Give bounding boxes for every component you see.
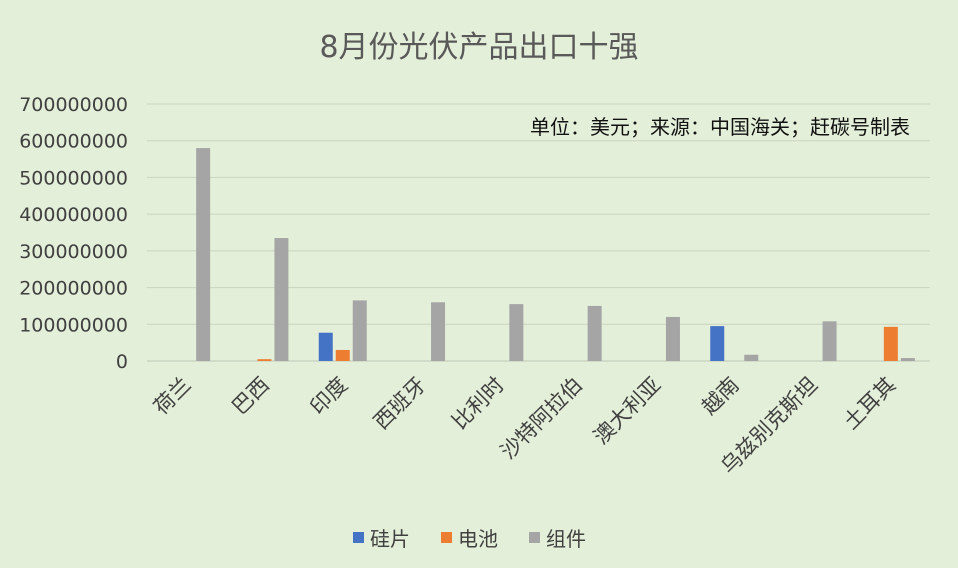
x-tick-label: 西班牙 bbox=[369, 373, 431, 435]
bar bbox=[335, 349, 350, 361]
y-tick-label: 600000000 bbox=[19, 131, 128, 153]
bar bbox=[257, 359, 272, 361]
bar bbox=[509, 304, 524, 361]
x-tick-label: 巴西 bbox=[227, 373, 274, 420]
y-tick-label: 700000000 bbox=[19, 94, 128, 116]
legend-label: 硅片 bbox=[370, 527, 410, 551]
y-tick-label: 100000000 bbox=[19, 314, 128, 336]
bar bbox=[744, 354, 759, 361]
x-tick-label: 越南 bbox=[697, 373, 744, 420]
y-tick-label: 400000000 bbox=[19, 204, 128, 226]
bar bbox=[900, 358, 915, 361]
legend-swatch bbox=[441, 532, 452, 543]
legend-label: 电池 bbox=[458, 527, 498, 551]
y-axis-ticks: 0 100000000 200000000 300000000 400000000 500… bbox=[19, 94, 128, 373]
bar bbox=[665, 316, 680, 361]
legend: 硅片 电池 组件 bbox=[353, 527, 586, 551]
y-tick-label: 300000000 bbox=[19, 241, 128, 263]
y-tick-label: 0 bbox=[116, 351, 128, 373]
gridlines bbox=[147, 103, 930, 362]
x-tick-label: 比利时 bbox=[447, 373, 509, 435]
legend-swatch bbox=[353, 532, 364, 543]
bar bbox=[710, 326, 725, 361]
legend-swatch bbox=[529, 532, 540, 543]
x-tick-label: 印度 bbox=[306, 373, 353, 420]
bar bbox=[318, 332, 333, 361]
legend-label: 组件 bbox=[546, 527, 586, 551]
x-tick-label: 澳大利亚 bbox=[589, 373, 665, 449]
x-tick-label: 沙特阿拉伯 bbox=[496, 373, 587, 464]
chart-title: 8月份光伏产品出口十强 bbox=[319, 30, 638, 65]
bars bbox=[196, 148, 915, 361]
bar bbox=[352, 300, 367, 361]
x-tick-label: 荷兰 bbox=[149, 373, 196, 420]
bar bbox=[431, 302, 446, 361]
bar bbox=[196, 148, 211, 361]
y-tick-label: 200000000 bbox=[19, 278, 128, 300]
bar bbox=[883, 326, 898, 361]
x-tick-label: 土耳其 bbox=[839, 373, 901, 435]
bar bbox=[822, 321, 837, 361]
y-tick-label: 500000000 bbox=[19, 167, 128, 189]
bar bbox=[587, 305, 602, 361]
bar bbox=[274, 238, 289, 361]
chart-source-note: 单位：美元；来源：中国海关；赶碳号制表 bbox=[530, 115, 910, 139]
